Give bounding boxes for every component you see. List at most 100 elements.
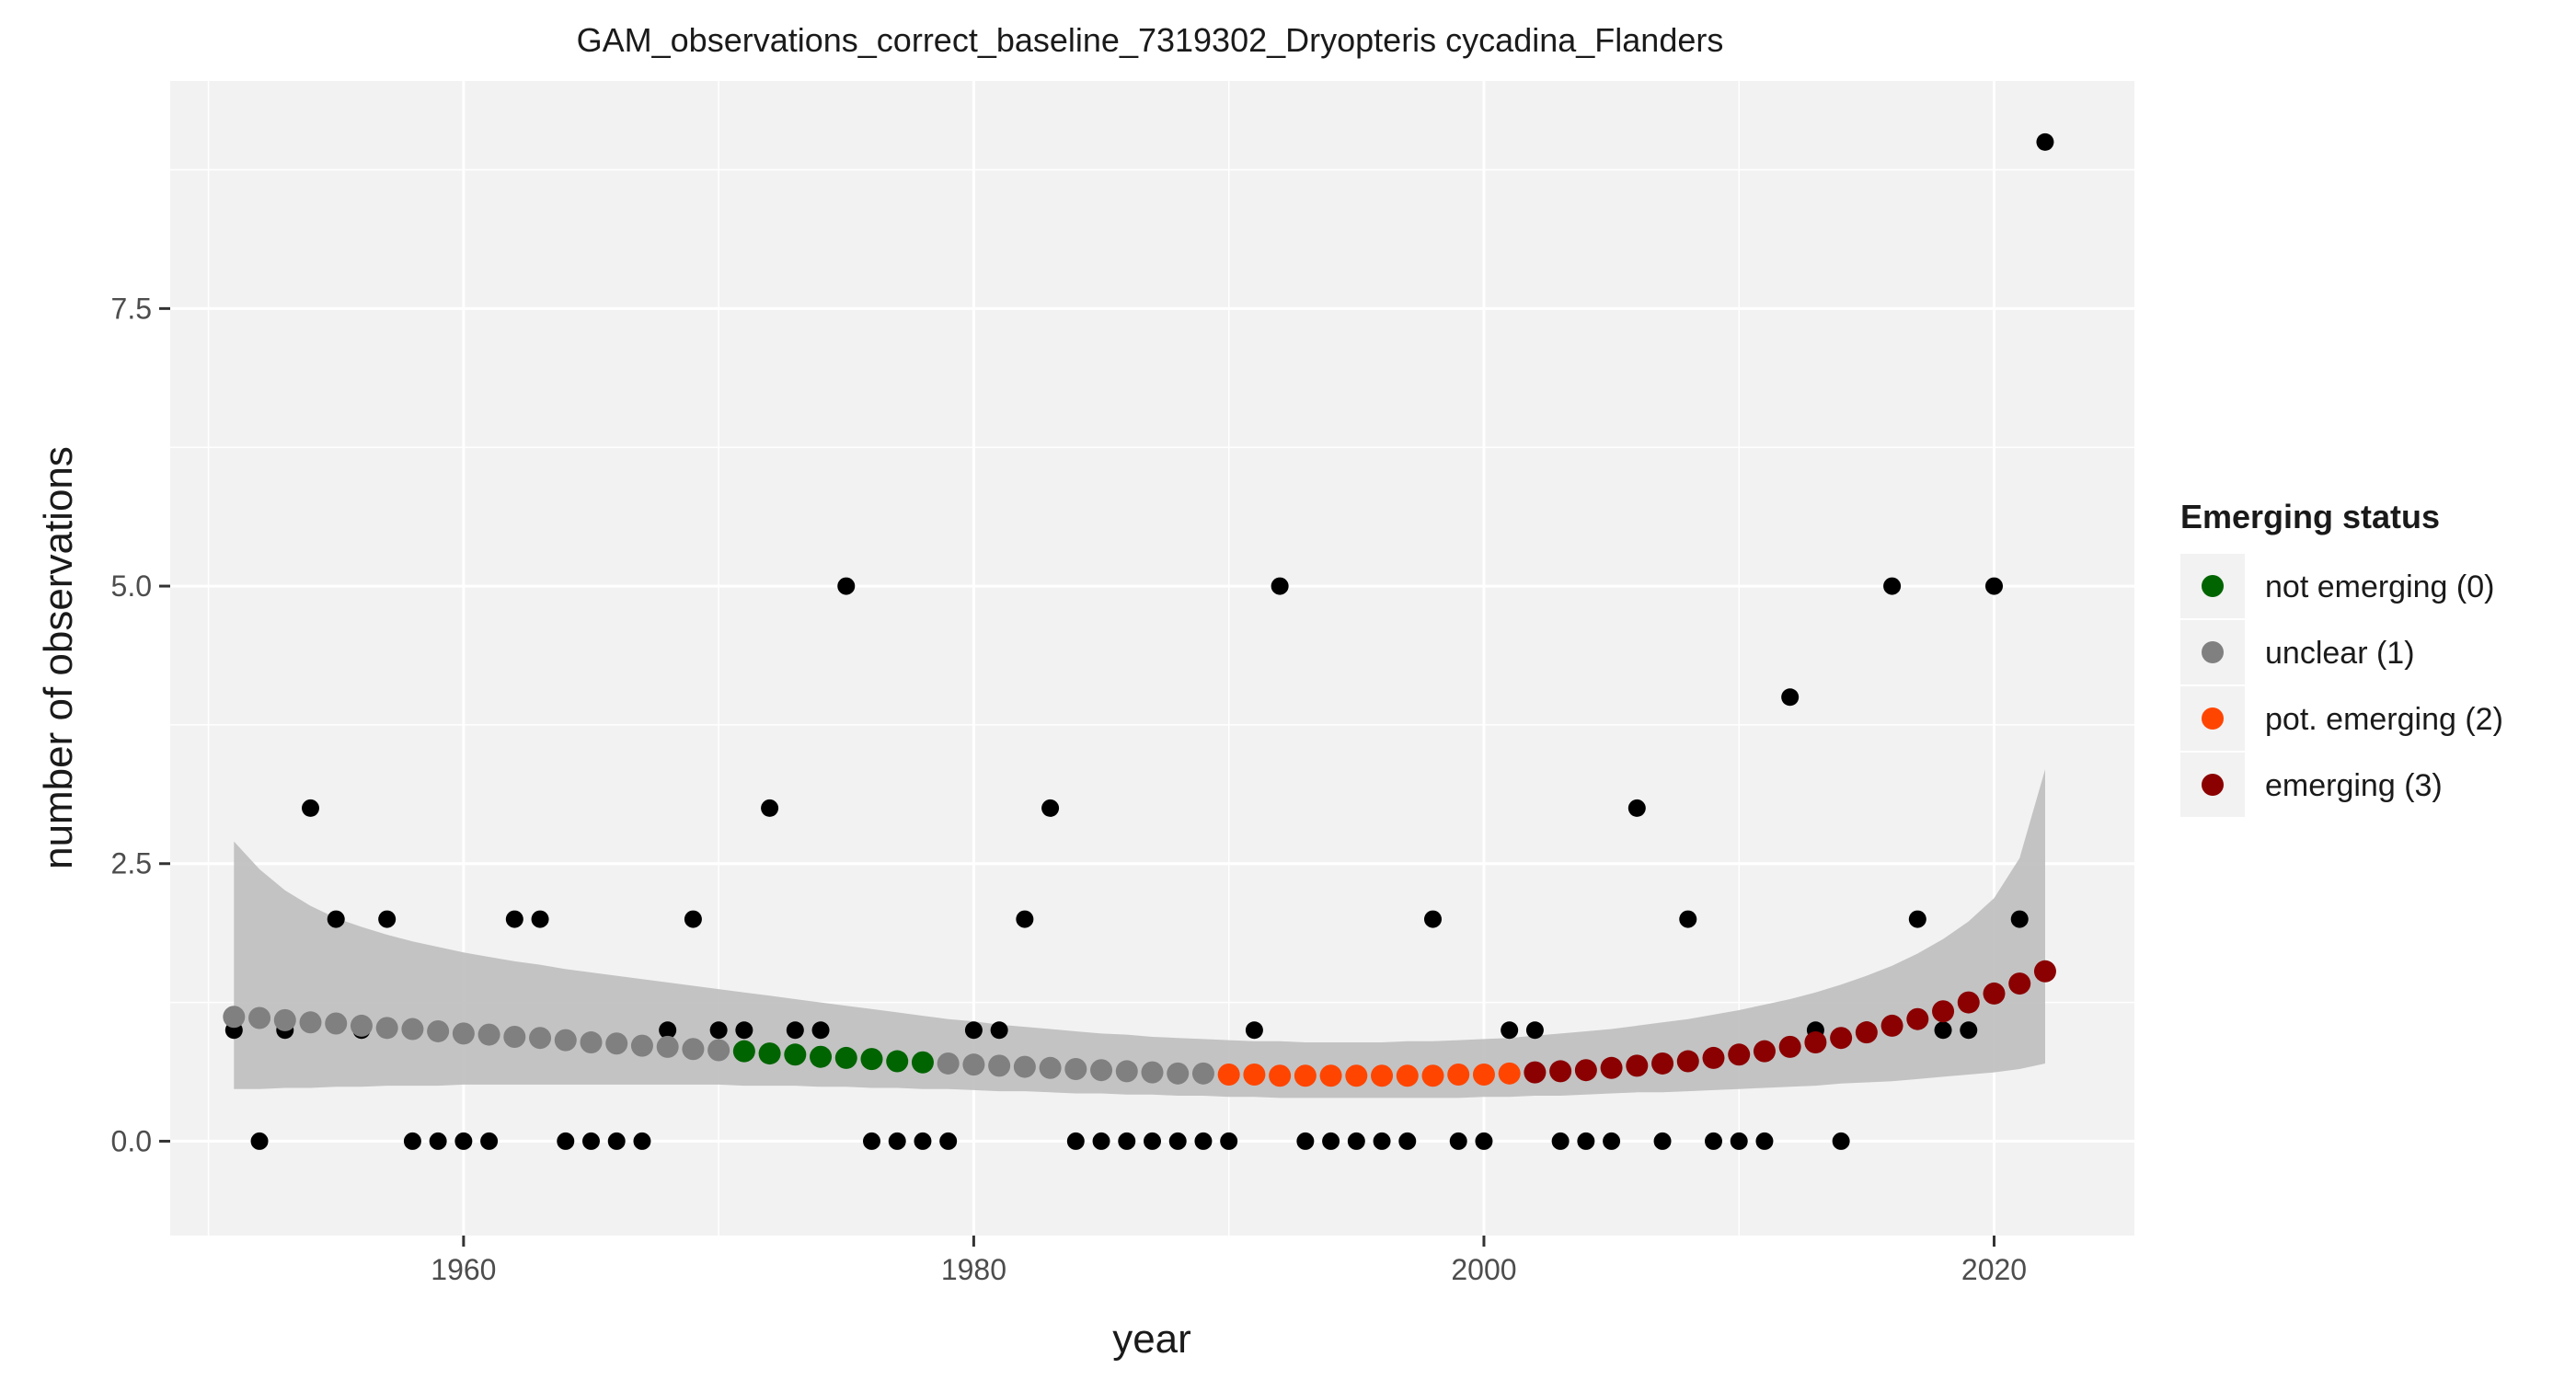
fitted-point — [1217, 1064, 1240, 1087]
fitted-point — [427, 1019, 450, 1042]
fitted-point — [937, 1052, 960, 1075]
observation-point — [403, 1132, 421, 1150]
fitted-point — [1013, 1055, 1036, 1078]
fitted-point — [1804, 1031, 1827, 1054]
observation-point — [557, 1132, 575, 1150]
x-tick-label: 2020 — [1961, 1253, 2027, 1286]
y-tick-label: 0.0 — [111, 1124, 152, 1157]
fitted-point — [1626, 1054, 1649, 1077]
legend-label: pot. emerging (2) — [2265, 702, 2503, 737]
fitted-point — [529, 1027, 552, 1050]
legend-swatch — [2202, 575, 2224, 597]
fitted-point — [758, 1042, 781, 1065]
observation-point — [1245, 1021, 1263, 1040]
observation-point — [1501, 1021, 1519, 1040]
observation-point — [888, 1132, 906, 1150]
fitted-point — [1932, 1000, 1955, 1023]
fitted-point — [1880, 1014, 1903, 1037]
fitted-point — [1294, 1064, 1317, 1087]
fitted-point — [682, 1038, 705, 1061]
observation-point — [1398, 1132, 1417, 1150]
observation-point — [1092, 1132, 1110, 1150]
fitted-point — [834, 1046, 857, 1069]
observation-point — [480, 1132, 499, 1150]
fitted-points — [223, 960, 2056, 1087]
observation-point — [1934, 1021, 1952, 1040]
fitted-point — [1421, 1064, 1444, 1087]
legend-label: emerging (3) — [2265, 768, 2443, 803]
fitted-point — [962, 1053, 985, 1076]
fitted-point — [1830, 1027, 1853, 1050]
fitted-point — [1983, 982, 2006, 1005]
observation-point — [964, 1021, 983, 1040]
observation-point — [327, 910, 345, 928]
legend: Emerging status not emerging (0) unclear … — [2180, 498, 2503, 817]
fitted-point — [732, 1040, 755, 1063]
observation-point — [505, 910, 523, 928]
fitted-point — [248, 1006, 271, 1029]
fitted-point — [1574, 1059, 1597, 1082]
fitted-point — [630, 1034, 653, 1057]
fitted-point — [1243, 1064, 1266, 1087]
fitted-point — [1447, 1064, 1470, 1087]
observation-point — [1449, 1132, 1467, 1150]
fitted-point — [1957, 991, 1980, 1014]
observation-point — [1985, 577, 2003, 595]
observation-point — [1730, 1132, 1748, 1150]
observation-point — [633, 1132, 651, 1150]
fitted-point — [273, 1008, 296, 1031]
legend-swatch — [2202, 707, 2224, 730]
confidence-ribbon — [234, 769, 2045, 1098]
fitted-point — [1141, 1061, 1164, 1084]
fitted-point — [580, 1031, 603, 1054]
fitted-point — [1345, 1064, 1368, 1087]
y-axis: 0.0 2.5 5.0 7.5 — [111, 292, 170, 1157]
fitted-point — [656, 1035, 679, 1058]
observation-point — [837, 577, 856, 595]
legend-entries: not emerging (0) unclear (1) pot. emerging… — [2180, 554, 2503, 817]
fitted-point — [1906, 1007, 1929, 1030]
observation-point — [914, 1132, 932, 1150]
x-tick-label: 1960 — [431, 1253, 496, 1286]
observation-point — [1220, 1132, 1238, 1150]
observation-point — [1322, 1132, 1340, 1150]
observation-point — [1577, 1132, 1595, 1150]
fitted-point — [1167, 1062, 1190, 1085]
observation-point — [761, 799, 779, 817]
observation-point — [1118, 1132, 1136, 1150]
fitted-point — [452, 1022, 475, 1045]
observation-point — [1296, 1132, 1315, 1150]
observation-point — [1908, 910, 1926, 928]
fitted-point — [707, 1039, 730, 1062]
fitted-point — [401, 1018, 424, 1041]
observation-point — [1066, 1132, 1085, 1150]
observation-point — [1194, 1132, 1213, 1150]
fitted-point — [1269, 1064, 1292, 1087]
legend-label: unclear (1) — [2265, 636, 2415, 671]
fitted-point — [886, 1050, 909, 1073]
fitted-point — [477, 1023, 500, 1046]
fitted-point — [1472, 1064, 1495, 1087]
observation-point — [709, 1021, 728, 1040]
observation-point — [1475, 1132, 1493, 1150]
fitted-point — [223, 1006, 246, 1029]
fitted-point — [2033, 960, 2056, 983]
observation-point — [1781, 688, 1800, 707]
fitted-point — [375, 1017, 398, 1040]
observation-point — [1883, 577, 1902, 595]
fitted-point — [1651, 1052, 1674, 1075]
fitted-point — [1371, 1064, 1394, 1087]
fitted-point — [1064, 1057, 1087, 1080]
observation-point — [659, 1021, 677, 1040]
observation-point — [863, 1132, 880, 1150]
fitted-point — [860, 1048, 883, 1071]
fitted-point — [350, 1014, 373, 1037]
observation-point — [1755, 1132, 1774, 1150]
fitted-point — [1728, 1043, 1751, 1066]
fitted-point — [1524, 1061, 1547, 1084]
fitted-point — [1600, 1056, 1623, 1079]
observation-point — [429, 1132, 447, 1150]
fitted-point — [784, 1043, 807, 1066]
fitted-point — [810, 1045, 833, 1068]
